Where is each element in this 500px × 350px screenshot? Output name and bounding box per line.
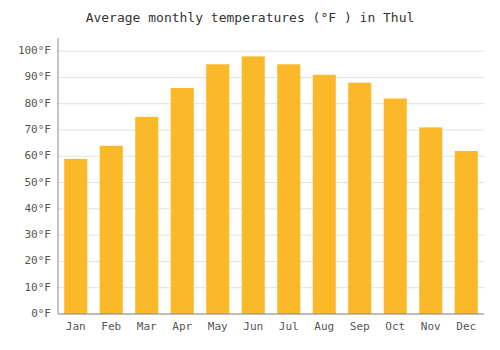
bar: [100, 146, 123, 314]
x-tick-label: Apr: [172, 320, 192, 333]
bar: [455, 151, 478, 314]
bar: [277, 64, 300, 314]
bar: [206, 64, 229, 314]
x-tick-label: Jul: [279, 320, 299, 333]
y-tick-label: 50°F: [25, 176, 52, 189]
grid: [58, 51, 484, 314]
x-tick-label: Dec: [456, 320, 476, 333]
y-tick-label: 20°F: [25, 254, 52, 267]
y-tick-label: 40°F: [25, 202, 52, 215]
bar: [135, 117, 158, 314]
grid-line: [58, 103, 484, 104]
bar: [242, 56, 265, 314]
bar: [348, 83, 371, 314]
bar: [313, 75, 336, 314]
bar: [64, 159, 87, 314]
grid-line: [58, 77, 484, 78]
x-axis-line: [58, 314, 484, 315]
x-ticks: Jan Feb Mar Apr May Jun Jul Aug Sep Oct Nov Dec: [66, 320, 476, 333]
y-tick-label: 80°F: [25, 97, 52, 110]
y-tick-label: 90°F: [25, 70, 52, 83]
title: Average monthly temperatures (°F ) in Th…: [86, 10, 415, 25]
chart-container: 0°F 10°F 20°F 30°F 40°F 50°F 60°F 70°F 80°F 90°F 1…: [0, 0, 500, 350]
y-tick-label: 60°F: [25, 149, 52, 162]
y-tick-label: 0°F: [31, 307, 51, 320]
x-tick-label: Aug: [314, 320, 334, 333]
x-tick-label: Jan: [66, 320, 86, 333]
y-tick-label: 100°F: [18, 44, 51, 57]
y-tick-label: 10°F: [25, 281, 52, 294]
y-tick-label: 30°F: [25, 228, 52, 241]
x-tick-label: Mar: [137, 320, 157, 333]
x-tick-label: Nov: [421, 320, 441, 333]
x-tick-label: Feb: [101, 320, 121, 333]
bar: [384, 98, 407, 314]
x-tick-label: Oct: [385, 320, 405, 333]
x-tick-label: May: [208, 320, 228, 333]
bar: [171, 88, 194, 314]
bars: [64, 56, 478, 314]
x-tick-label: Jun: [243, 320, 263, 333]
y-ticks: 0°F 10°F 20°F 30°F 40°F 50°F 60°F 70°F 80°F 90°F 1…: [18, 44, 51, 320]
x-tick-label: Sep: [350, 320, 370, 333]
chart: 0°F 10°F 20°F 30°F 40°F 50°F 60°F 70°F 80°F 90°F 1…: [0, 0, 500, 350]
y-axis-line: [58, 38, 59, 314]
grid-line: [58, 51, 484, 52]
bar: [419, 127, 442, 314]
y-tick-label: 70°F: [25, 123, 52, 136]
grid-line: [58, 314, 484, 315]
